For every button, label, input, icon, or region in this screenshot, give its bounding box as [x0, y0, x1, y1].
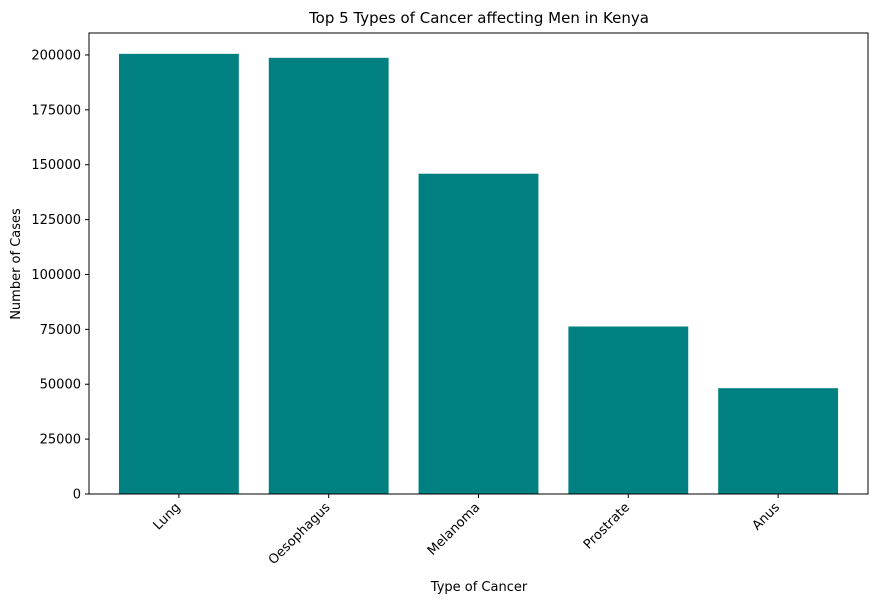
plot-frame	[88, 32, 869, 495]
x-axis-label: Type of Cancer	[430, 580, 528, 595]
x-tick-label: Oesophagus	[266, 500, 334, 568]
x-tick-label: Prostrate	[581, 500, 633, 552]
y-tick-label: 100000	[31, 268, 81, 283]
bar-melanoma	[418, 173, 539, 494]
bar-lung	[118, 53, 239, 494]
y-tick-label: 75000	[40, 323, 81, 338]
y-tick-label: 125000	[31, 213, 81, 228]
chart-title: Top 5 Types of Cancer affecting Men in K…	[308, 9, 649, 27]
bar-anus	[718, 388, 839, 494]
y-tick-label: 25000	[40, 433, 81, 448]
x-axis: Lung Oesophagus Melanoma Prostrate Anus	[151, 494, 783, 568]
bar-oesophagus	[268, 57, 389, 495]
y-tick-label: 200000	[31, 48, 81, 63]
y-tick-label: 0	[73, 488, 81, 503]
bars-group	[118, 53, 839, 495]
x-tick-label: Lung	[151, 500, 184, 533]
y-axis-label: Number of Cases	[9, 208, 24, 320]
y-tick-label: 175000	[31, 103, 81, 118]
x-tick-label: Melanoma	[425, 500, 483, 558]
bar-prostrate	[568, 326, 689, 494]
x-tick-label: Anus	[750, 500, 783, 533]
y-tick-label: 50000	[40, 378, 81, 393]
y-axis: 0 25000 50000 75000 100000 125000 150000 175000…	[31, 48, 89, 503]
y-tick-label: 150000	[31, 158, 81, 173]
